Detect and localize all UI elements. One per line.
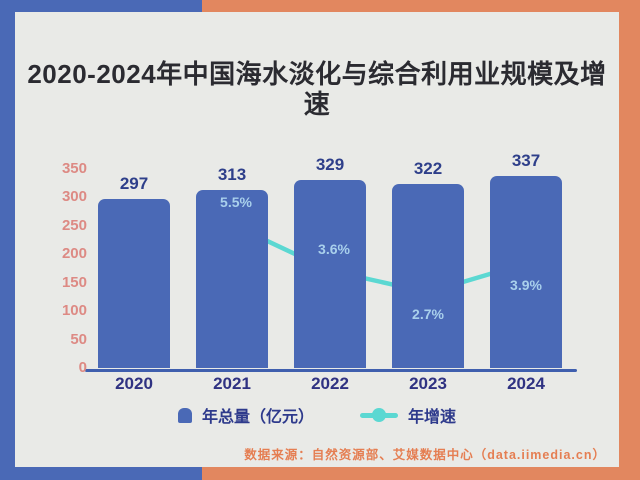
bar-2022 (294, 180, 366, 368)
bar-value-label: 337 (511, 150, 541, 170)
y-tick-label: 200 (61, 245, 87, 262)
x-tick-2020: 2020 (115, 374, 153, 393)
chart-title: 2020-2024年中国海水淡化与综合利用业规模及增速 (27, 59, 607, 119)
bar-2024 (490, 175, 562, 368)
bar-2021 (196, 189, 268, 368)
legend-label-total: 年总量（亿元） (201, 409, 314, 426)
x-tick-2023: 2023 (409, 374, 447, 393)
plot-area: 0 50 100 150 200 250 300 350 297 2020 313 2021 329 20… (15, 12, 619, 467)
growth-label-2021: 5.5% (220, 194, 252, 211)
growth-label-2023: 2.7% (412, 306, 444, 323)
bar-value-label: 313 (217, 164, 247, 184)
growth-label-2024: 3.9% (510, 277, 542, 294)
y-tick-label: 100 (61, 302, 87, 319)
data-source: 数据来源：自然资源部、艾媒数据中心（data.iimedia.cn） (244, 448, 606, 462)
x-tick-2024: 2024 (507, 374, 545, 393)
y-tick-label: 0 (78, 359, 87, 376)
dot-icon (372, 408, 386, 422)
legend: 年总量（亿元） 年增速 (15, 403, 619, 427)
legend-item-growth: 年增速 (360, 403, 456, 427)
bar-value-label: 322 (413, 159, 443, 179)
bar-value-label: 297 (119, 173, 149, 193)
bar-value-label: 329 (315, 155, 345, 175)
y-tick-label: 250 (61, 216, 87, 234)
y-tick-label: 350 (61, 159, 87, 177)
bar-2020 (98, 198, 170, 368)
growth-line (229, 222, 529, 295)
y-tick-label: 50 (70, 330, 87, 348)
x-axis-line (85, 369, 577, 372)
infographic-card: 2020-2024年中国海水淡化与综合利用业规模及增速 0 50 100 150 200… (15, 12, 619, 467)
growth-label-2022: 3.6% (318, 240, 350, 257)
bar-2023 (392, 184, 464, 368)
bar-marker-icon (177, 407, 192, 423)
y-tick-label: 150 (61, 273, 87, 291)
y-tick-label: 300 (61, 188, 87, 205)
line-marker-icon (360, 408, 398, 422)
x-tick-2021: 2021 (213, 374, 251, 393)
x-tick-2022: 2022 (311, 374, 349, 393)
legend-label-growth: 年增速 (408, 409, 457, 426)
legend-item-total: 年总量（亿元） (177, 403, 314, 427)
